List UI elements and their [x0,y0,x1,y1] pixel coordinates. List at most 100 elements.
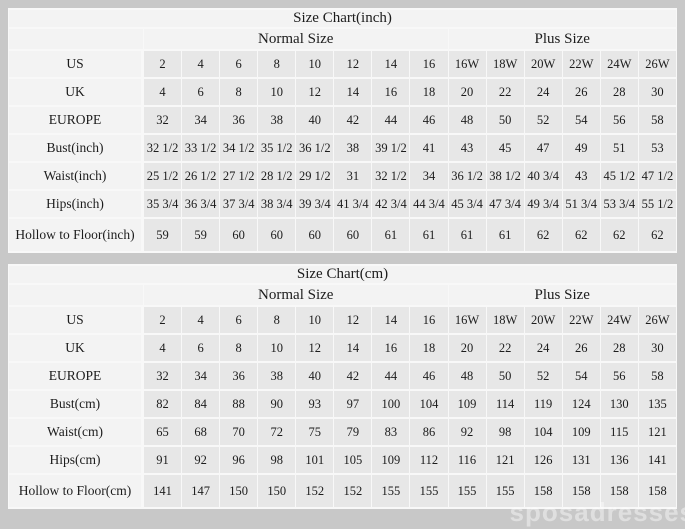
table-row: US 2 4 6 8 10 12 14 16 16W 18W 20W 22W 24W 26W [9,51,676,77]
size-cell: 33 1/2 [182,135,220,161]
size-cell: 24W [600,51,638,77]
size-cell: 10 [258,79,296,105]
size-cell: 98 [258,447,296,473]
size-cell: 83 [372,419,410,445]
size-cell: 104 [410,391,448,417]
size-cell: 39 1/2 [372,135,410,161]
size-cell: 36 1/2 [296,135,334,161]
size-cell: 46 [410,107,448,133]
size-cell: 42 [334,363,372,389]
row-label: Waist(cm) [9,419,143,445]
size-cell: 14 [372,51,410,77]
size-cell: 36 1/2 [448,163,486,189]
table-row: Waist(inch) 25 1/2 26 1/2 27 1/2 28 1/2 29 1/… [9,163,676,189]
size-cell: 92 [448,419,486,445]
size-cell: 62 [524,219,562,251]
size-cell: 42 [334,107,372,133]
size-cell: 48 [448,107,486,133]
size-cell: 10 [296,307,334,333]
size-cell: 60 [220,219,258,251]
normal-size-header: Normal Size [144,285,448,305]
size-cell: 38 1/2 [486,163,524,189]
size-cell: 114 [486,391,524,417]
size-cell: 158 [638,475,676,507]
size-cell: 35 1/2 [258,135,296,161]
size-cell: 44 [372,107,410,133]
size-cell: 42 3/4 [372,191,410,217]
size-cell: 16 [410,51,448,77]
row-label: Hips(cm) [9,447,143,473]
table-row: Hips(cm) 91 92 96 98 101 105 109 112 116 121 126 131… [9,447,676,473]
size-cell: 121 [638,419,676,445]
size-cell: 155 [486,475,524,507]
size-cell: 109 [562,419,600,445]
size-cell: 90 [258,391,296,417]
size-cell: 43 [448,135,486,161]
size-cell: 40 3/4 [524,163,562,189]
size-cell: 75 [296,419,334,445]
size-cell: 47 [524,135,562,161]
size-cell: 100 [372,391,410,417]
size-cell: 34 [410,163,448,189]
table-row: Hollow to Floor(cm) 141 147 150 150 152 152 155… [9,475,676,507]
size-cell: 48 [448,363,486,389]
size-cell: 96 [220,447,258,473]
size-cell: 22 [486,79,524,105]
size-cell: 20W [524,307,562,333]
size-cell: 60 [296,219,334,251]
size-cell: 12 [334,307,372,333]
size-cell: 16W [448,307,486,333]
size-group-header-row: Normal Size Plus Size [9,29,676,49]
size-chart-cm-table: Size Chart(cm) Normal Size Plus Size US 2… [8,264,677,509]
size-cell: 31 [334,163,372,189]
size-cell: 58 [638,107,676,133]
size-cell: 70 [220,419,258,445]
size-cell: 41 3/4 [334,191,372,217]
size-cell: 22 [486,335,524,361]
size-cell: 58 [638,363,676,389]
plus-size-header: Plus Size [448,285,676,305]
size-cell: 25 1/2 [144,163,182,189]
size-cell: 54 [562,363,600,389]
size-cell: 6 [220,51,258,77]
size-cell: 88 [220,391,258,417]
size-cell: 152 [334,475,372,507]
size-cell: 24 [524,79,562,105]
size-cell: 49 3/4 [524,191,562,217]
size-cell: 16 [372,335,410,361]
size-cell: 97 [334,391,372,417]
size-cell: 92 [182,447,220,473]
size-cell: 8 [220,335,258,361]
size-cell: 34 1/2 [220,135,258,161]
size-cell: 6 [220,307,258,333]
size-cell: 130 [600,391,638,417]
size-cell: 104 [524,419,562,445]
size-cell: 18 [410,335,448,361]
size-cell: 12 [296,335,334,361]
size-cell: 61 [410,219,448,251]
size-cell: 6 [182,79,220,105]
size-cell: 45 [486,135,524,161]
size-cell: 16 [410,307,448,333]
table-row: UK 4 6 8 10 12 14 16 18 20 22 24 26 28 30 [9,335,676,361]
size-cell: 6 [182,335,220,361]
size-cell: 18 [410,79,448,105]
table-row: Hollow to Floor(inch) 59 59 60 60 60 60 61 61 61 6… [9,219,676,251]
size-cell: 16W [448,51,486,77]
table-row: UK 4 6 8 10 12 14 16 18 20 22 24 26 28 30 [9,79,676,105]
size-cell: 43 [562,163,600,189]
size-cell: 60 [258,219,296,251]
size-cell: 105 [334,447,372,473]
size-cell: 141 [144,475,182,507]
size-cell: 45 1/2 [600,163,638,189]
size-cell: 62 [638,219,676,251]
size-cell: 4 [182,307,220,333]
size-cell: 52 [524,107,562,133]
size-cell: 2 [144,51,182,77]
size-cell: 56 [600,363,638,389]
row-label: Hollow to Floor(inch) [9,219,143,251]
size-cell: 152 [296,475,334,507]
table-row: Bust(cm) 82 84 88 90 93 97 100 104 109 114 119 124 13… [9,391,676,417]
size-cell: 65 [144,419,182,445]
size-cell: 126 [524,447,562,473]
